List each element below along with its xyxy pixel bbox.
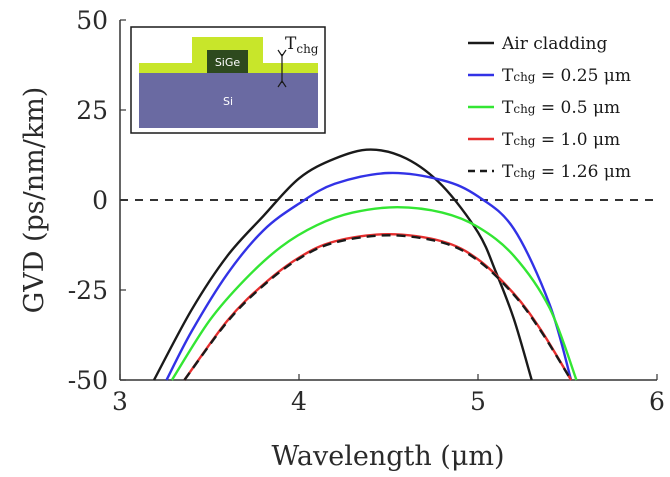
legend-label-tchg-0-5-m: Tchg = 0.5 μm [502,98,620,118]
legend: Air cladding Tchg = 0.25 μm Tchg = 0.5 μm T… [468,34,631,182]
inset-cross-section: SiGe Si Tchg [130,26,326,134]
series-line-tchg-1-26-m [183,234,573,381]
y-tick-label: -50 [68,366,108,395]
series-line-tchg-0-25-m [165,171,573,381]
inset-substrate [139,73,318,128]
x-tick-label: 4 [291,387,307,416]
inset-sige-core [207,50,248,73]
y-axis-title: GVD (ps/nm/km) [19,87,50,314]
y-tick-label: 0 [92,186,108,215]
legend-label-tchg-1-0-m: Tchg = 1.0 μm [502,130,620,150]
y-tick-label: -25 [68,276,108,305]
x-tick-label: 3 [112,387,128,416]
x-tick-label: 6 [649,387,665,416]
x-axis-title: Wavelength (μm) [271,441,504,472]
x-tick-label: 5 [470,387,486,416]
thickness-arrow-bottom [277,79,287,88]
thickness-label: Tchg [285,34,319,56]
series-line-tchg-0-5-m [170,205,578,381]
series-layer [152,148,578,381]
legend-label-tchg-0-25-m: Tchg = 0.25 μm [502,66,631,86]
series-line-air-cladding [152,148,533,381]
inset-si-label: Si [223,95,233,108]
tick-layer: 3 4 5 6 50 25 0 -25 -50 [68,6,665,416]
legend-label-air-cladding: Air cladding [501,34,607,54]
thickness-arrow-top [277,49,287,58]
y-tick-label: 50 [76,6,108,35]
y-tick-label: 25 [76,96,108,125]
inset-sige-label: SiGe [215,56,241,69]
legend-label-tchg-1-26-m: Tchg = 1.26 μm [502,162,631,182]
